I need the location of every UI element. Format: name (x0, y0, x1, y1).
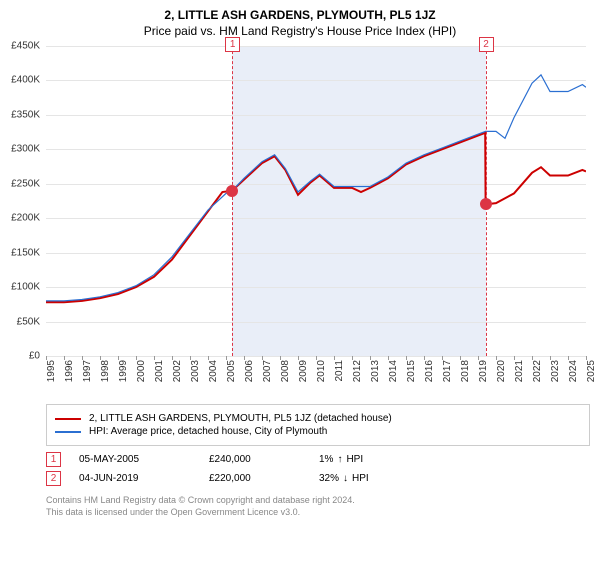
x-tick-label: 2002 (172, 360, 183, 382)
legend-swatch (55, 418, 81, 420)
sale-num: 2 (46, 471, 61, 486)
y-tick-label: £200K (11, 213, 40, 224)
x-tick-label: 2015 (406, 360, 417, 382)
x-tick-label: 2003 (190, 360, 201, 382)
sale-marker-1 (226, 185, 238, 197)
delta-pct: 1% (319, 454, 333, 465)
x-tick-label: 2014 (388, 360, 399, 382)
delta-label: HPI (346, 454, 363, 465)
delta-arrow-icon: ↓ (343, 473, 348, 484)
x-tick-label: 2018 (460, 360, 471, 382)
sale-delta: 32% ↓ HPI (319, 473, 369, 484)
x-tick-label: 2005 (226, 360, 237, 382)
chart-title: 2, LITTLE ASH GARDENS, PLYMOUTH, PL5 1JZ (0, 8, 600, 22)
delta-arrow-icon: ↑ (337, 454, 342, 465)
x-tick-label: 2012 (352, 360, 363, 382)
sales-table: 1 05-MAY-2005£240,0001% ↑ HPI 2 04-JUN-2019£2… (46, 452, 590, 486)
legend: 2, LITTLE ASH GARDENS, PLYMOUTH, PL5 1JZ… (46, 404, 590, 446)
legend-label: HPI: Average price, detached house, City… (89, 426, 327, 437)
y-tick-label: £50K (17, 316, 40, 327)
x-tick-label: 2021 (514, 360, 525, 382)
x-tick-label: 1998 (100, 360, 111, 382)
x-tick-label: 2022 (532, 360, 543, 382)
delta-label: HPI (352, 473, 369, 484)
x-tick-label: 2025 (586, 360, 597, 382)
footer-line1: Contains HM Land Registry data © Crown c… (46, 494, 590, 506)
x-tick-label: 2011 (334, 360, 345, 382)
sale-date: 05-MAY-2005 (79, 454, 209, 465)
x-tick-label: 2007 (262, 360, 273, 382)
sale-price: £220,000 (209, 473, 319, 484)
sale-marker-2 (480, 198, 492, 210)
legend-item: HPI: Average price, detached house, City… (55, 426, 581, 437)
x-tick-label: 2019 (478, 360, 489, 382)
sale-line-1 (232, 46, 233, 356)
delta-pct: 32% (319, 473, 339, 484)
y-tick-label: £400K (11, 75, 40, 86)
x-tick-label: 2000 (136, 360, 147, 382)
x-tick-label: 2024 (568, 360, 579, 382)
x-tick-label: 1996 (64, 360, 75, 382)
x-tick-label: 1995 (46, 360, 57, 382)
y-tick-label: £350K (11, 109, 40, 120)
sale-num: 1 (46, 452, 61, 467)
x-tick-label: 2020 (496, 360, 507, 382)
x-tick-label: 1999 (118, 360, 129, 382)
y-tick-label: £0 (29, 351, 40, 362)
y-tick-label: £100K (11, 282, 40, 293)
x-tick-label: 2023 (550, 360, 561, 382)
x-tick-label: 2004 (208, 360, 219, 382)
x-tick-label: 2010 (316, 360, 327, 382)
y-tick-label: £300K (11, 144, 40, 155)
footer-attribution: Contains HM Land Registry data © Crown c… (46, 494, 590, 518)
legend-item: 2, LITTLE ASH GARDENS, PLYMOUTH, PL5 1JZ… (55, 413, 581, 424)
sale-date: 04-JUN-2019 (79, 473, 209, 484)
x-tick-label: 1997 (82, 360, 93, 382)
y-tick-label: £450K (11, 41, 40, 52)
x-tick-label: 2008 (280, 360, 291, 382)
x-tick-label: 2016 (424, 360, 435, 382)
series-svg (46, 46, 586, 356)
sale-delta: 1% ↑ HPI (319, 454, 363, 465)
x-tick-label: 2006 (244, 360, 255, 382)
y-tick-label: £150K (11, 247, 40, 258)
price-chart: £0£50K£100K£150K£200K£250K£300K£350K£400… (46, 46, 586, 356)
x-tick-label: 2017 (442, 360, 453, 382)
legend-label: 2, LITTLE ASH GARDENS, PLYMOUTH, PL5 1JZ… (89, 413, 392, 424)
chart-subtitle: Price paid vs. HM Land Registry's House … (0, 24, 600, 38)
x-tick-label: 2009 (298, 360, 309, 382)
x-tick-label: 2001 (154, 360, 165, 382)
series-property (46, 133, 586, 302)
sale-price: £240,000 (209, 454, 319, 465)
footer-line2: This data is licensed under the Open Gov… (46, 506, 590, 518)
sale-badge-2: 2 (479, 37, 494, 52)
series-hpi (46, 75, 586, 301)
sale-row: 2 04-JUN-2019£220,00032% ↓ HPI (46, 471, 590, 486)
sale-row: 1 05-MAY-2005£240,0001% ↑ HPI (46, 452, 590, 467)
sale-badge-1: 1 (225, 37, 240, 52)
x-tick-label: 2013 (370, 360, 381, 382)
y-tick-label: £250K (11, 178, 40, 189)
legend-swatch (55, 431, 81, 433)
